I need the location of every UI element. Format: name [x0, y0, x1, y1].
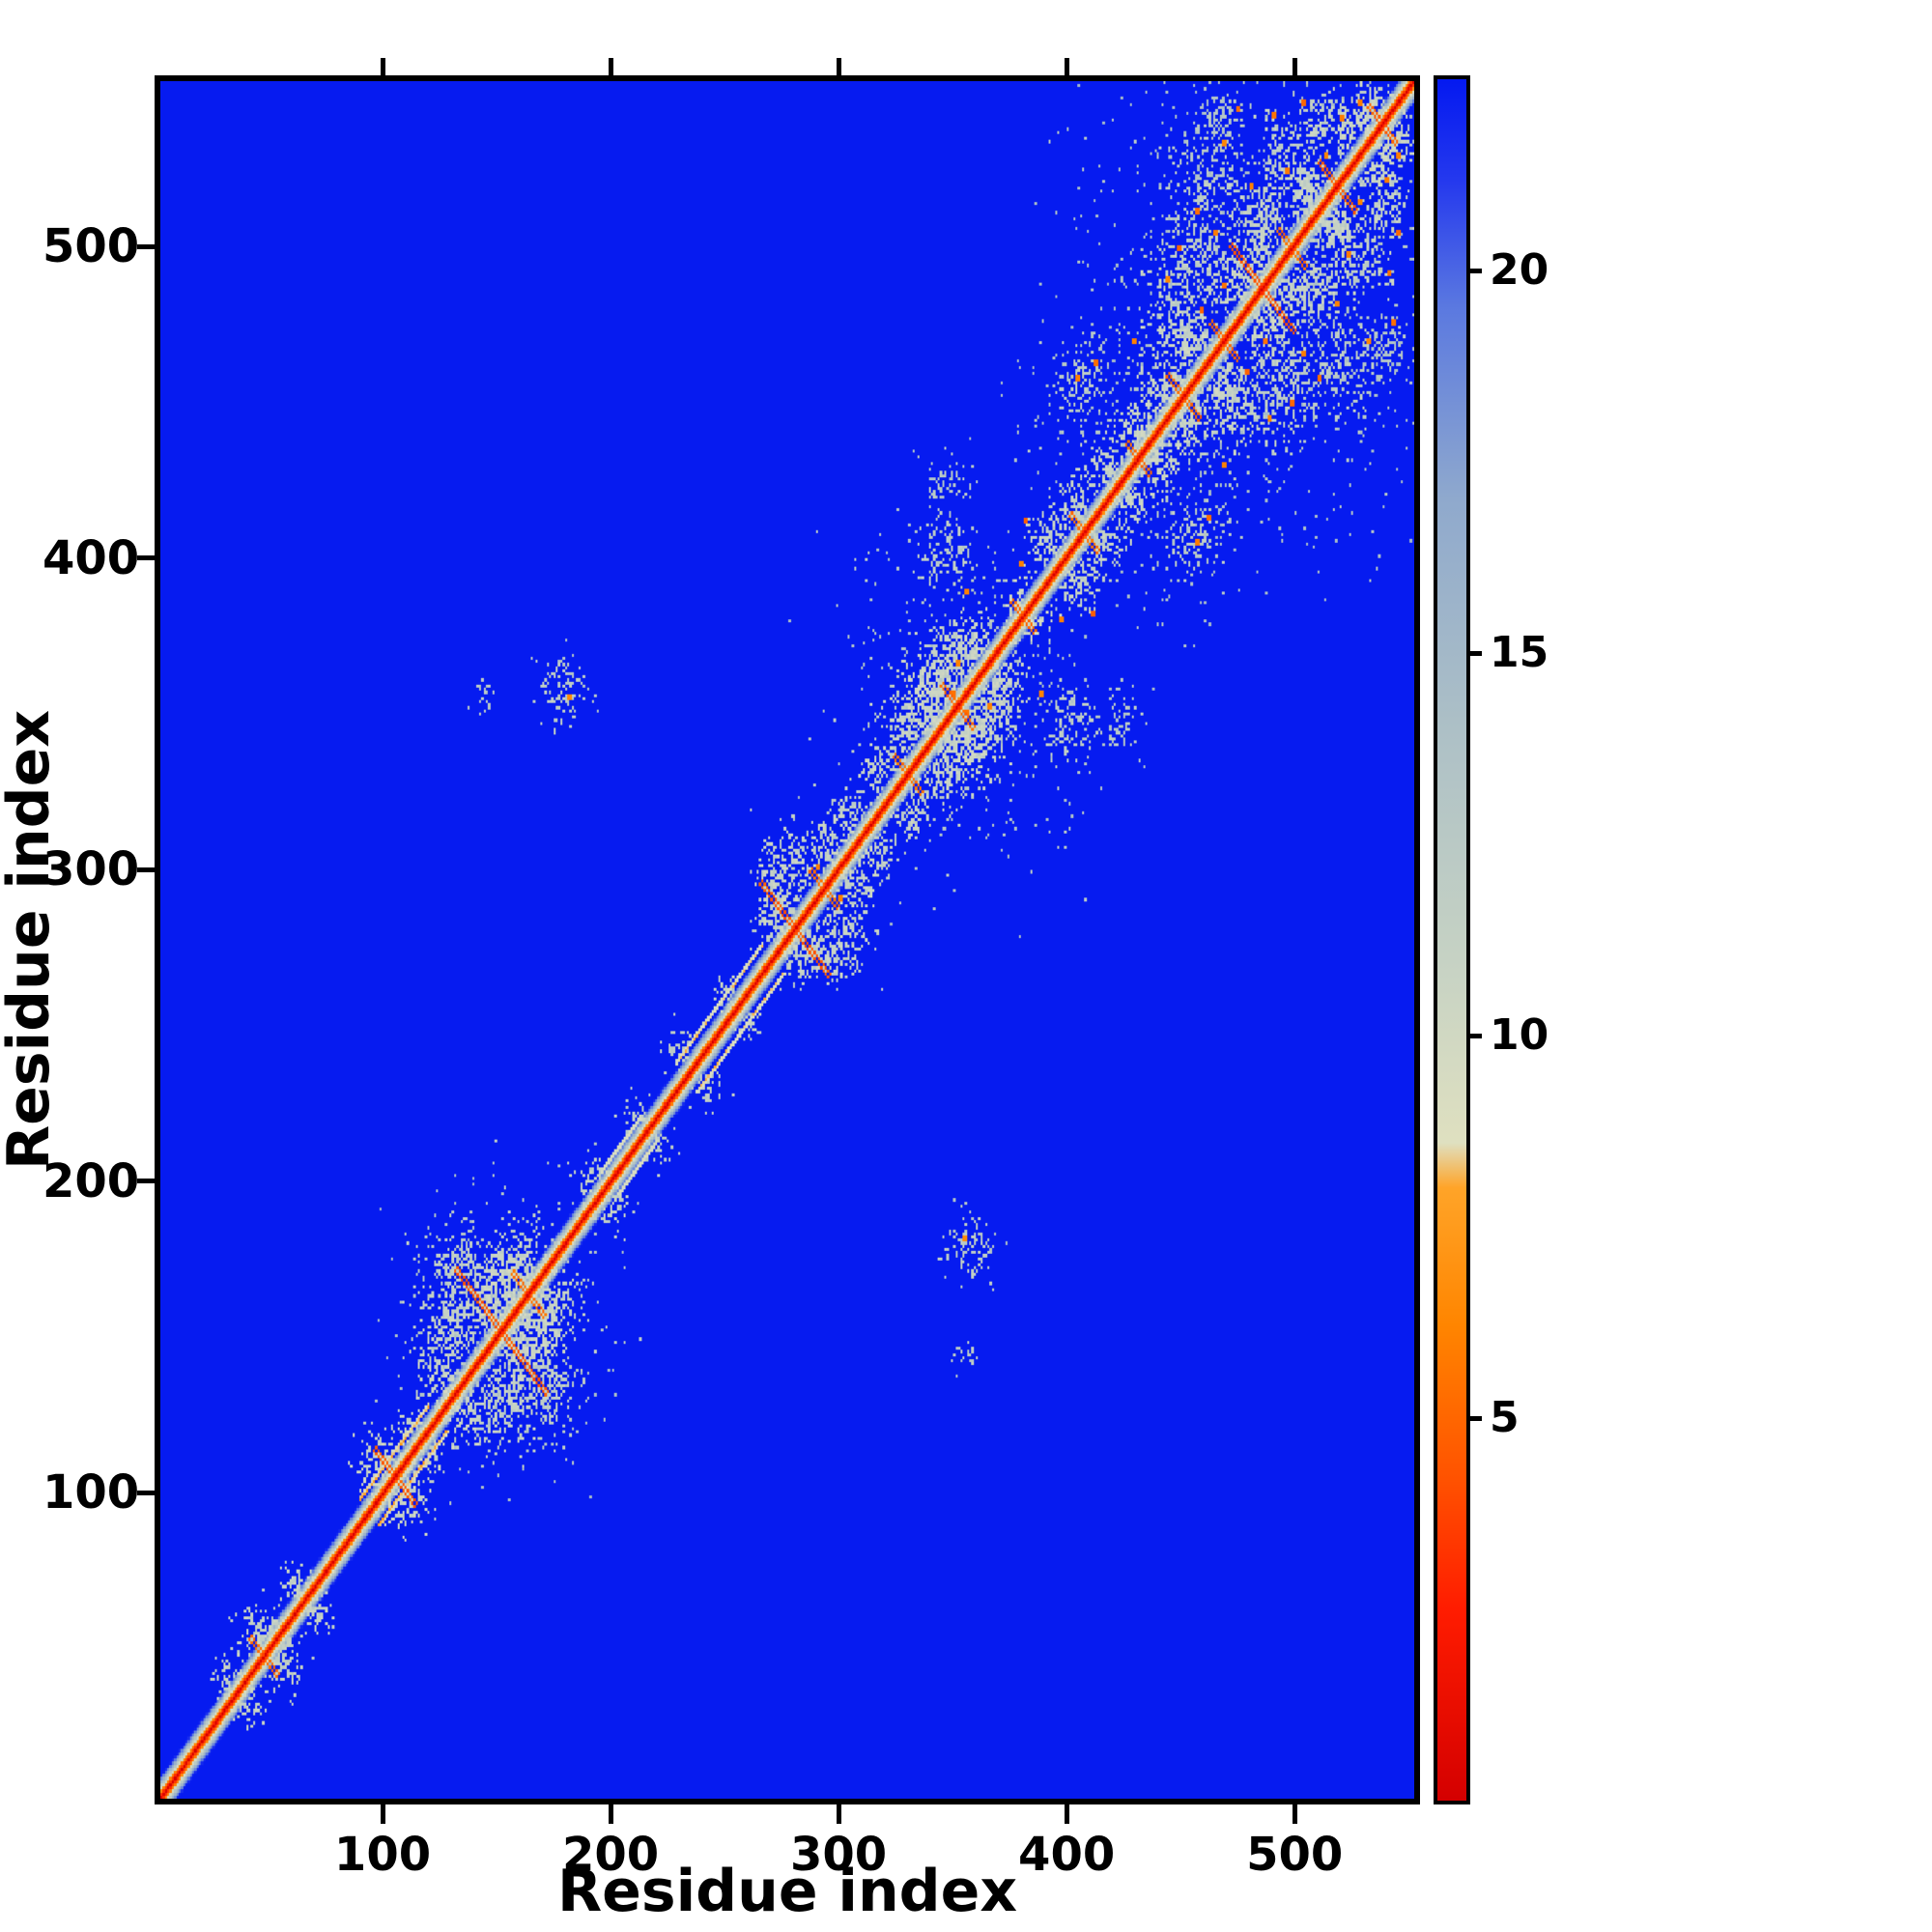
x-top-tick-mark [608, 58, 613, 75]
x-top-tick-mark [836, 58, 841, 75]
x-top-tick-mark [1292, 58, 1297, 75]
x-tick-mark [836, 1804, 841, 1824]
contact-map-canvas [160, 81, 1414, 1799]
x-tick-label: 300 [789, 1828, 888, 1882]
colorbar-tick-label: 5 [1490, 1393, 1520, 1442]
colorbar-tick-label: 15 [1490, 628, 1549, 677]
colorbar-tick-mark [1470, 1033, 1482, 1038]
colorbar-tick-mark [1470, 650, 1482, 656]
x-axis-label: Residue index [556, 1858, 1018, 1925]
x-tick-label: 100 [333, 1828, 432, 1882]
y-tick-mark [137, 555, 155, 561]
y-tick-mark [137, 1490, 155, 1495]
x-tick-label: 400 [1018, 1828, 1116, 1882]
y-axis-label: Residue index [0, 709, 63, 1171]
y-tick-label: 100 [43, 1465, 140, 1520]
colorbar-tick-label: 10 [1490, 1010, 1549, 1060]
y-tick-label: 300 [43, 842, 140, 897]
y-tick-mark [137, 1179, 155, 1184]
colorbar-tick-label: 20 [1490, 245, 1549, 295]
colorbar-tick-mark [1470, 1415, 1482, 1421]
y-tick-mark [137, 243, 155, 249]
heatmap-plot [155, 75, 1420, 1804]
x-top-tick-mark [1064, 58, 1069, 75]
x-top-tick-mark [380, 58, 385, 75]
y-tick-label: 400 [43, 530, 140, 585]
colorbar-tick-mark [1470, 268, 1482, 273]
y-tick-label: 200 [43, 1153, 140, 1208]
y-tick-label: 500 [43, 219, 140, 274]
x-tick-mark [1292, 1804, 1297, 1824]
x-tick-mark [380, 1804, 385, 1824]
x-tick-mark [608, 1804, 613, 1824]
x-tick-label: 500 [1246, 1828, 1344, 1882]
x-tick-label: 200 [561, 1828, 660, 1882]
colorbar [1434, 75, 1470, 1804]
y-tick-mark [137, 867, 155, 872]
x-tick-mark [1064, 1804, 1069, 1824]
